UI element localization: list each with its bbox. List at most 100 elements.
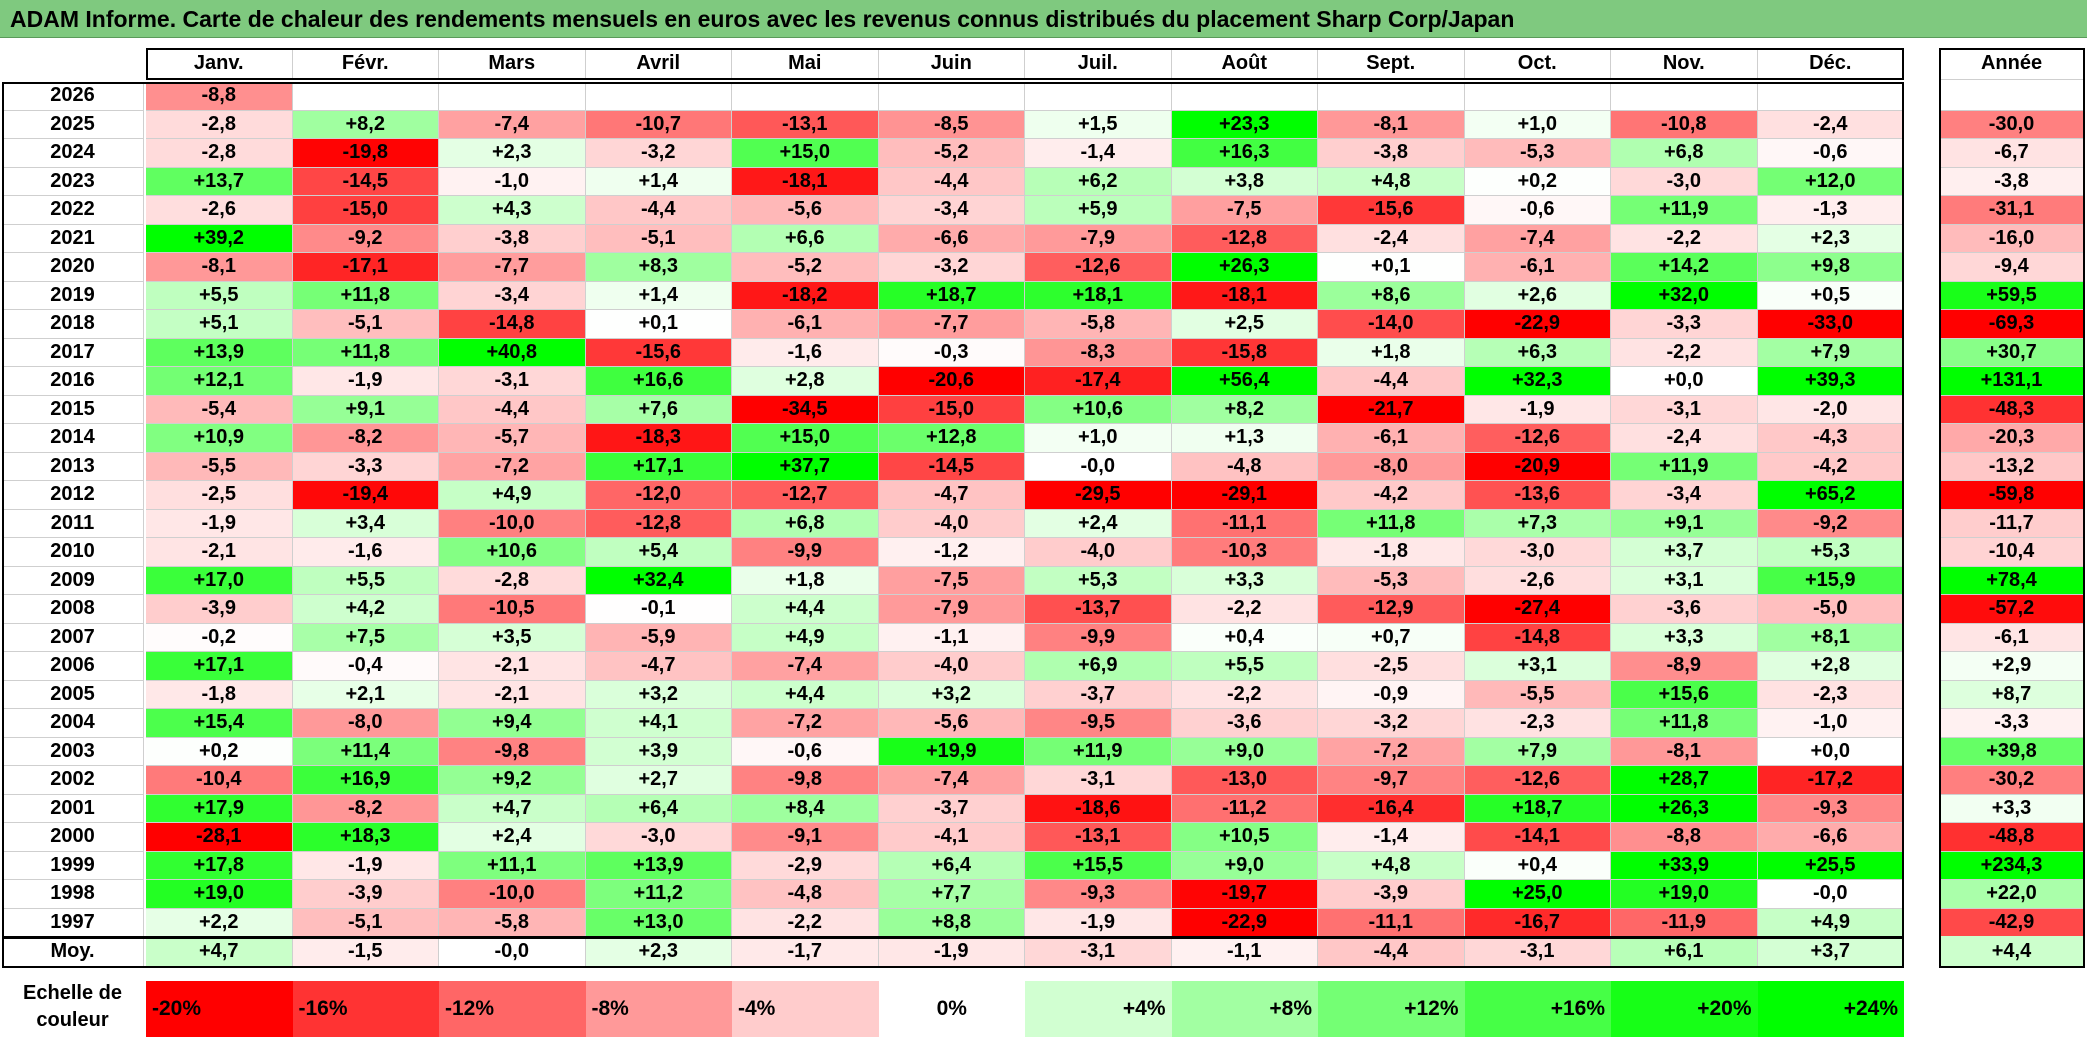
heatmap-cell: -3,0 [1464, 538, 1611, 567]
annual-cell: +30,7 [1939, 338, 2085, 367]
heatmap-cell: -4,4 [585, 196, 732, 225]
heatmap-cell: +33,9 [1611, 851, 1758, 880]
heatmap-cell [292, 82, 439, 111]
heatmap-cell: +5,9 [1025, 196, 1172, 225]
heatmap-cell: -4,0 [878, 509, 1025, 538]
year-label: 2011 [2, 509, 144, 538]
month-header: Oct. [1464, 48, 1611, 80]
heatmap-cell: +15,9 [1757, 566, 1904, 595]
year-label: 2010 [2, 538, 144, 567]
heatmap-cell: +16,9 [292, 766, 439, 795]
month-header: Sept. [1318, 48, 1465, 80]
heatmap-cell: -0,1 [585, 595, 732, 624]
heatmap-cell: -5,1 [292, 908, 439, 937]
heatmap-cell: -3,4 [878, 196, 1025, 225]
annual-cell: +8,7 [1939, 680, 2085, 709]
heatmap-cell: -5,6 [878, 709, 1025, 738]
color-scale-swatch: -12% [439, 981, 586, 1037]
heatmap-cell: +3,5 [439, 623, 586, 652]
heatmap-cell: -18,1 [732, 167, 879, 196]
heatmap-cell: -7,5 [878, 566, 1025, 595]
heatmap-cell: -4,7 [585, 652, 732, 681]
heatmap-cell: -2,6 [1464, 566, 1611, 595]
heatmap-cell: +14,2 [1611, 253, 1758, 282]
heatmap-cell [439, 82, 586, 111]
heatmap-cell: -2,8 [146, 110, 293, 139]
heatmap-cell: -7,2 [439, 452, 586, 481]
heatmap-cell: -1,9 [1025, 908, 1172, 937]
annual-cell: +59,5 [1939, 281, 2085, 310]
annual-cell: +131,1 [1939, 367, 2085, 396]
heatmap-cell: +7,7 [878, 880, 1025, 909]
heatmap-cell: +26,3 [1171, 253, 1318, 282]
heatmap-cell [1318, 82, 1465, 111]
heatmap-cell: -3,2 [585, 139, 732, 168]
heatmap-cell: -8,8 [1611, 823, 1758, 852]
heatmap-cell: -5,0 [1757, 595, 1904, 624]
heatmap-cell: -22,9 [1464, 310, 1611, 339]
heatmap-cell: -20,9 [1464, 452, 1611, 481]
heatmap-cell: -12,7 [732, 481, 879, 510]
heatmap-cell: +65,2 [1757, 481, 1904, 510]
color-scale-swatch: -20% [146, 981, 293, 1037]
heatmap-cell: -3,9 [146, 595, 293, 624]
average-cell: +2,3 [585, 936, 732, 968]
heatmap-cell: +0,2 [146, 737, 293, 766]
annual-cell: -48,8 [1939, 823, 2085, 852]
heatmap-cell: +2,5 [1171, 310, 1318, 339]
heatmap-cell: +0,7 [1318, 623, 1465, 652]
average-cell: -1,5 [292, 936, 439, 968]
heatmap-cell: -5,2 [878, 139, 1025, 168]
heatmap-cell: -1,6 [292, 538, 439, 567]
heatmap-cell: +56,4 [1171, 367, 1318, 396]
heatmap-cell: +3,4 [292, 509, 439, 538]
heatmap-cell: -0,2 [146, 623, 293, 652]
heatmap-cell: +37,7 [732, 452, 879, 481]
annual-cell [1939, 82, 2085, 111]
color-scale-swatch: -4% [732, 981, 879, 1037]
heatmap-cell: -5,6 [732, 196, 879, 225]
heatmap-cell: +18,7 [1464, 794, 1611, 823]
heatmap-cell: +13,9 [585, 851, 732, 880]
heatmap-cell: +16,3 [1171, 139, 1318, 168]
heatmap-cell: +11,9 [1025, 737, 1172, 766]
heatmap-cell: -8,2 [292, 424, 439, 453]
heatmap-cell: -8,3 [1025, 338, 1172, 367]
heatmap-cell: +5,3 [1025, 566, 1172, 595]
heatmap-cell: -9,2 [292, 224, 439, 253]
heatmap-cell: -9,8 [439, 737, 586, 766]
heatmap-cell: +11,4 [292, 737, 439, 766]
heatmap-cell: +6,8 [1611, 139, 1758, 168]
average-cell: -3,1 [1464, 936, 1611, 968]
heatmap-cell: +2,3 [439, 139, 586, 168]
heatmap-cell: +15,4 [146, 709, 293, 738]
heatmap-cell: -10,0 [439, 880, 586, 909]
heatmap-cell: +2,8 [732, 367, 879, 396]
heatmap-cell: -7,9 [1025, 224, 1172, 253]
month-header: Mai [732, 48, 879, 80]
heatmap-cell [1611, 82, 1758, 111]
annual-cell: -42,9 [1939, 908, 2085, 937]
year-label: 2003 [2, 737, 144, 766]
year-label: 2024 [2, 139, 144, 168]
heatmap-cell: +0,2 [1464, 167, 1611, 196]
heatmap-cell: -3,1 [1025, 766, 1172, 795]
heatmap-cell: +5,5 [1171, 652, 1318, 681]
heatmap-cell: -2,2 [732, 908, 879, 937]
average-cell: -1,1 [1171, 936, 1318, 968]
heatmap-cell: +13,9 [146, 338, 293, 367]
heatmap-cell: +3,1 [1611, 566, 1758, 595]
year-label: 2000 [2, 823, 144, 852]
heatmap-cell: -1,6 [732, 338, 879, 367]
year-label: 2017 [2, 338, 144, 367]
heatmap-cell: +2,1 [292, 680, 439, 709]
heatmap-cell: +1,0 [1025, 424, 1172, 453]
heatmap-cell: -4,4 [878, 167, 1025, 196]
heatmap-cell: -9,7 [1318, 766, 1465, 795]
year-label: 2007 [2, 623, 144, 652]
heatmap-cell: +10,9 [146, 424, 293, 453]
heatmap-cell: -4,0 [1025, 538, 1172, 567]
heatmap-cell: +5,5 [292, 566, 439, 595]
heatmap-cell: -5,9 [585, 623, 732, 652]
